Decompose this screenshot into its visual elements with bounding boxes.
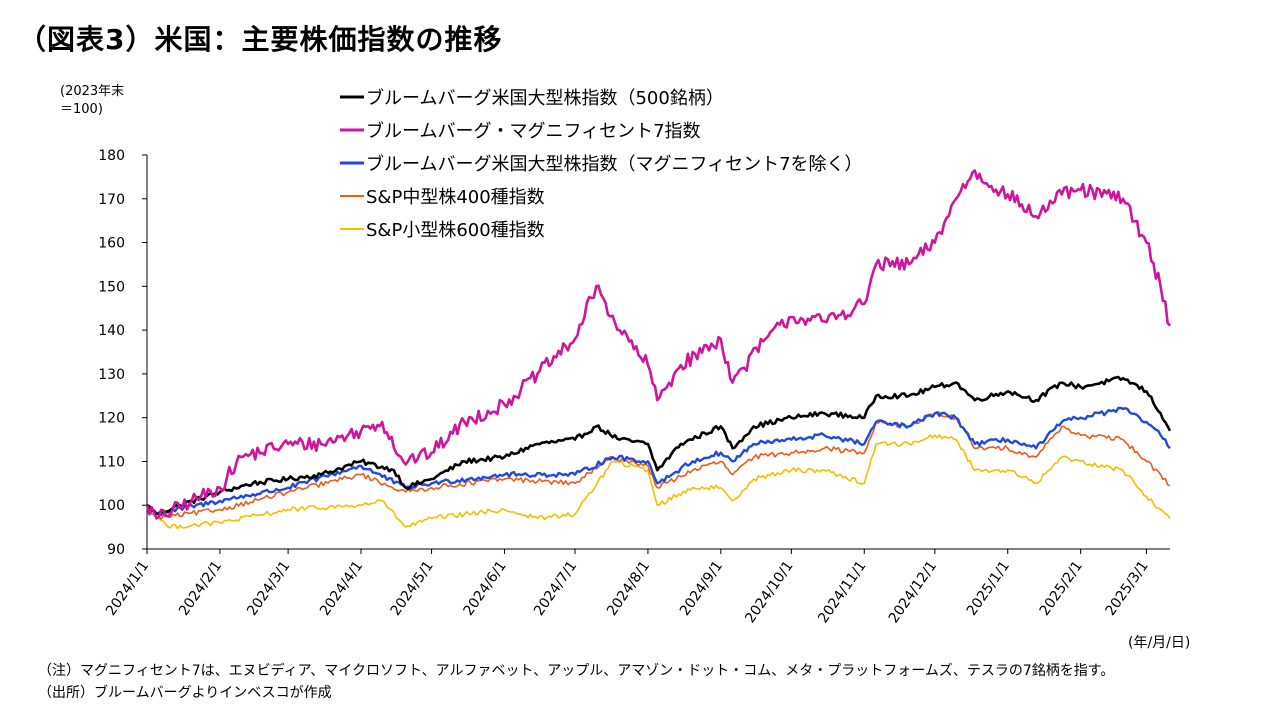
legend-label-1: ブルームバーグ・マグニフィセント7指数 [366,120,701,142]
x-tick-label: 2024/12/1 [886,558,940,626]
x-tick-label: 2024/6/1 [461,558,510,619]
y-tick-label: 120 [98,411,125,427]
x-tick-label: 2024/9/1 [677,558,726,619]
y-tick-label: 170 [98,192,125,208]
legend-label-0: ブルームバーグ米国大型株指数（500銘柄） [366,87,724,109]
x-tick-label: 2025/1/1 [964,558,1013,619]
legend-label-3: S&P中型株400種指数 [366,187,545,208]
x-tick-label: 2024/2/1 [176,558,225,619]
y-tick-label: 130 [98,367,125,383]
y-axis-unit-line2: ＝100) [60,102,103,117]
chart-axes: 90 100 110 120 130 140 150 160 170 180 2024/1/1 202… [98,148,1170,626]
chart-series-lines [145,169,1172,530]
footnote-note: （注）マグニフィセント7は、エヌビディア、マイクロソフト、アルファベット、アップ… [38,663,1115,679]
x-tick-label: 2024/10/1 [742,558,796,626]
y-tick-label: 90 [107,542,125,558]
y-tick-label: 110 [98,454,125,470]
series-line-2 [146,406,1171,517]
y-axis-unit-label: (2023年末 ＝100) [60,83,124,119]
x-axis-unit-label: (年/月/日) [1128,635,1191,651]
x-tick-label: 2024/3/1 [244,558,293,619]
series-line-1 [145,169,1172,520]
x-tick-label: 2024/11/1 [815,558,869,626]
x-tick-label: 2025/3/1 [1103,558,1152,619]
x-tick-label: 2024/4/1 [317,558,366,619]
footnote-source: （出所）ブルームバーグよりインベスコが作成 [38,685,332,701]
series-line-3 [146,410,1171,520]
page-title: （図表3）米国：主要株価指数の推移 [18,23,503,56]
chart-legend: ブルームバーグ米国大型株指数（500銘柄） ブルームバーグ・マグニフィセント7指数… [340,87,863,241]
x-tick-label: 2024/1/1 [103,558,152,619]
series-line-4 [146,434,1171,530]
series-line-0 [146,375,1172,516]
y-tick-label: 180 [98,148,125,164]
y-tick-label: 150 [98,279,125,295]
x-tick-label: 2025/2/1 [1037,558,1086,619]
y-tick-label: 160 [98,236,125,252]
y-tick-label: 100 [98,498,125,514]
x-tick-label: 2024/8/1 [604,558,653,619]
footnotes: （注）マグニフィセント7は、エヌビディア、マイクロソフト、アルファベット、アップ… [38,660,1114,704]
y-axis-unit-line1: (2023年末 [60,84,125,99]
legend-label-4: S&P小型株600種指数 [366,220,545,241]
x-tick-label: 2024/5/1 [388,558,437,619]
x-tick-label: 2024/7/1 [531,558,580,619]
y-tick-label: 140 [98,323,125,339]
legend-label-2: ブルームバーグ米国大型株指数（マグニフィセント7を除く） [366,153,863,175]
